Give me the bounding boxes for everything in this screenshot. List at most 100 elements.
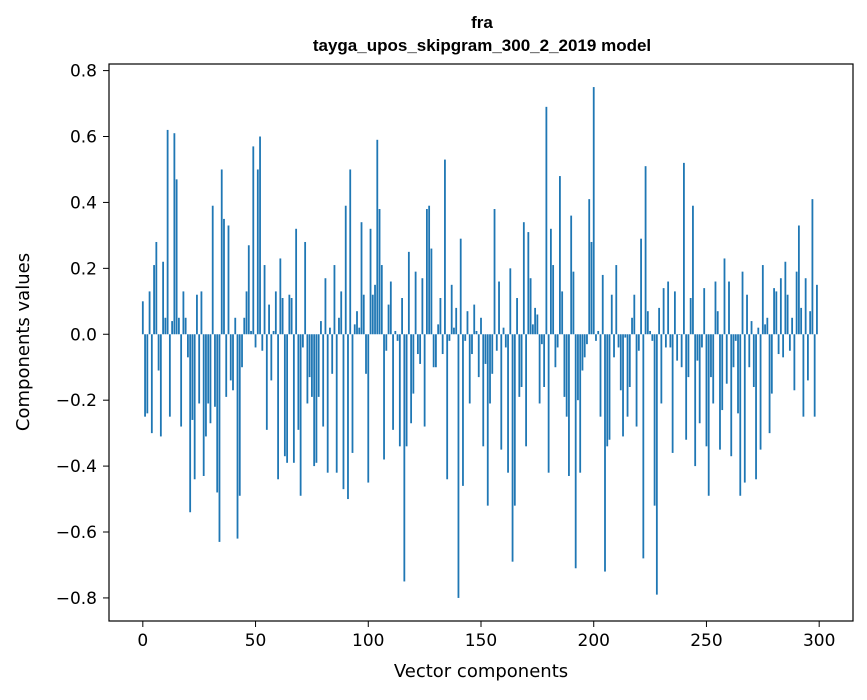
bar-component-44 <box>241 334 243 367</box>
bar-component-264 <box>737 334 739 413</box>
bar-component-51 <box>257 169 259 334</box>
y-axis-label: Components values <box>13 253 34 431</box>
bar-component-116 <box>403 334 405 581</box>
bar-component-297 <box>812 199 814 334</box>
bar-component-194 <box>579 334 581 472</box>
bar-component-40 <box>232 334 234 390</box>
bar-component-35 <box>221 169 223 334</box>
bar-component-222 <box>642 334 644 558</box>
bar-component-78 <box>318 334 320 397</box>
y-tick-label: −0.4 <box>56 457 97 477</box>
bar-component-3 <box>149 291 151 334</box>
bar-component-12 <box>169 334 171 416</box>
bar-component-43 <box>239 334 241 496</box>
bar-component-94 <box>354 324 356 334</box>
bar-component-114 <box>399 334 401 446</box>
bar-component-178 <box>543 334 545 387</box>
bar-component-183 <box>555 334 557 367</box>
chart-title: fra <box>471 13 493 32</box>
bar-component-67 <box>293 334 295 463</box>
bar-component-229 <box>658 308 660 334</box>
bar-component-291 <box>798 226 800 335</box>
bar-component-63 <box>284 334 286 456</box>
bar-component-38 <box>228 226 230 335</box>
bar-component-284 <box>782 334 784 357</box>
x-tick-label: 250 <box>690 631 722 651</box>
bar-component-230 <box>660 334 662 403</box>
bar-component-169 <box>523 222 525 334</box>
bar-component-131 <box>437 324 439 334</box>
bar-component-154 <box>489 334 491 403</box>
bar-component-138 <box>453 328 455 335</box>
bar-component-182 <box>552 265 554 334</box>
bar-component-30 <box>210 334 212 423</box>
bar-component-84 <box>331 334 333 374</box>
bar-component-273 <box>757 328 759 335</box>
bar-component-174 <box>534 308 536 334</box>
bar-component-120 <box>412 334 414 393</box>
bar-component-162 <box>507 334 509 472</box>
bar-component-115 <box>401 298 403 334</box>
bar-component-83 <box>329 328 331 335</box>
bar-component-200 <box>593 87 595 334</box>
bar-component-118 <box>408 252 410 334</box>
bar-component-45 <box>243 318 245 334</box>
bar-component-88 <box>340 291 342 334</box>
bar-component-92 <box>349 169 351 334</box>
bar-component-210 <box>615 265 617 334</box>
bar-component-262 <box>733 334 735 367</box>
bar-component-159 <box>500 334 502 449</box>
bar-component-68 <box>295 229 297 334</box>
bar-component-250 <box>706 334 708 446</box>
bar-component-205 <box>604 334 606 571</box>
bar-component-160 <box>503 328 505 335</box>
x-tick-label: 50 <box>245 631 267 651</box>
bar-component-149 <box>478 334 480 377</box>
y-tick-label: −0.8 <box>56 589 97 609</box>
bar-component-55 <box>266 334 268 430</box>
bar-component-52 <box>259 137 261 335</box>
bar-component-93 <box>352 334 354 453</box>
bar-component-209 <box>613 334 615 357</box>
bar-component-299 <box>816 285 818 334</box>
bar-component-217 <box>631 318 633 334</box>
bar-component-239 <box>681 334 683 367</box>
bar-component-144 <box>467 311 469 334</box>
bar-component-7 <box>158 334 160 370</box>
bar-component-58 <box>273 331 275 334</box>
bar-component-265 <box>739 334 741 496</box>
bar-component-34 <box>219 334 221 542</box>
bar-component-32 <box>214 334 216 407</box>
bar-component-188 <box>566 334 568 416</box>
bar-component-226 <box>651 334 653 341</box>
bar-component-85 <box>334 265 336 334</box>
bar-component-281 <box>775 291 777 334</box>
bar-component-184 <box>557 334 559 347</box>
bar-component-212 <box>620 334 622 390</box>
bar-component-16 <box>178 318 180 334</box>
bar-component-142 <box>462 334 464 486</box>
bar-component-22 <box>192 334 194 420</box>
bar-component-54 <box>264 265 266 334</box>
bar-component-18 <box>183 291 185 334</box>
bar-component-11 <box>167 130 169 334</box>
bar-component-166 <box>516 298 518 334</box>
bar-component-225 <box>649 331 651 334</box>
bar-component-143 <box>464 334 466 341</box>
bar-component-56 <box>268 305 270 335</box>
bar-component-49 <box>252 146 254 334</box>
bar-component-141 <box>460 239 462 335</box>
bar-component-26 <box>201 291 203 334</box>
bar-component-109 <box>388 305 390 335</box>
bar-component-106 <box>381 265 383 334</box>
y-tick-label: 0.0 <box>70 325 97 345</box>
bar-component-247 <box>699 334 701 423</box>
bar-component-255 <box>717 311 719 334</box>
bar-component-89 <box>343 334 345 489</box>
bar-component-237 <box>676 334 678 360</box>
bar-component-103 <box>374 285 376 334</box>
bar-component-198 <box>588 199 590 334</box>
bar-component-70 <box>300 334 302 496</box>
bar-component-129 <box>433 334 435 367</box>
bar-component-21 <box>189 334 191 512</box>
